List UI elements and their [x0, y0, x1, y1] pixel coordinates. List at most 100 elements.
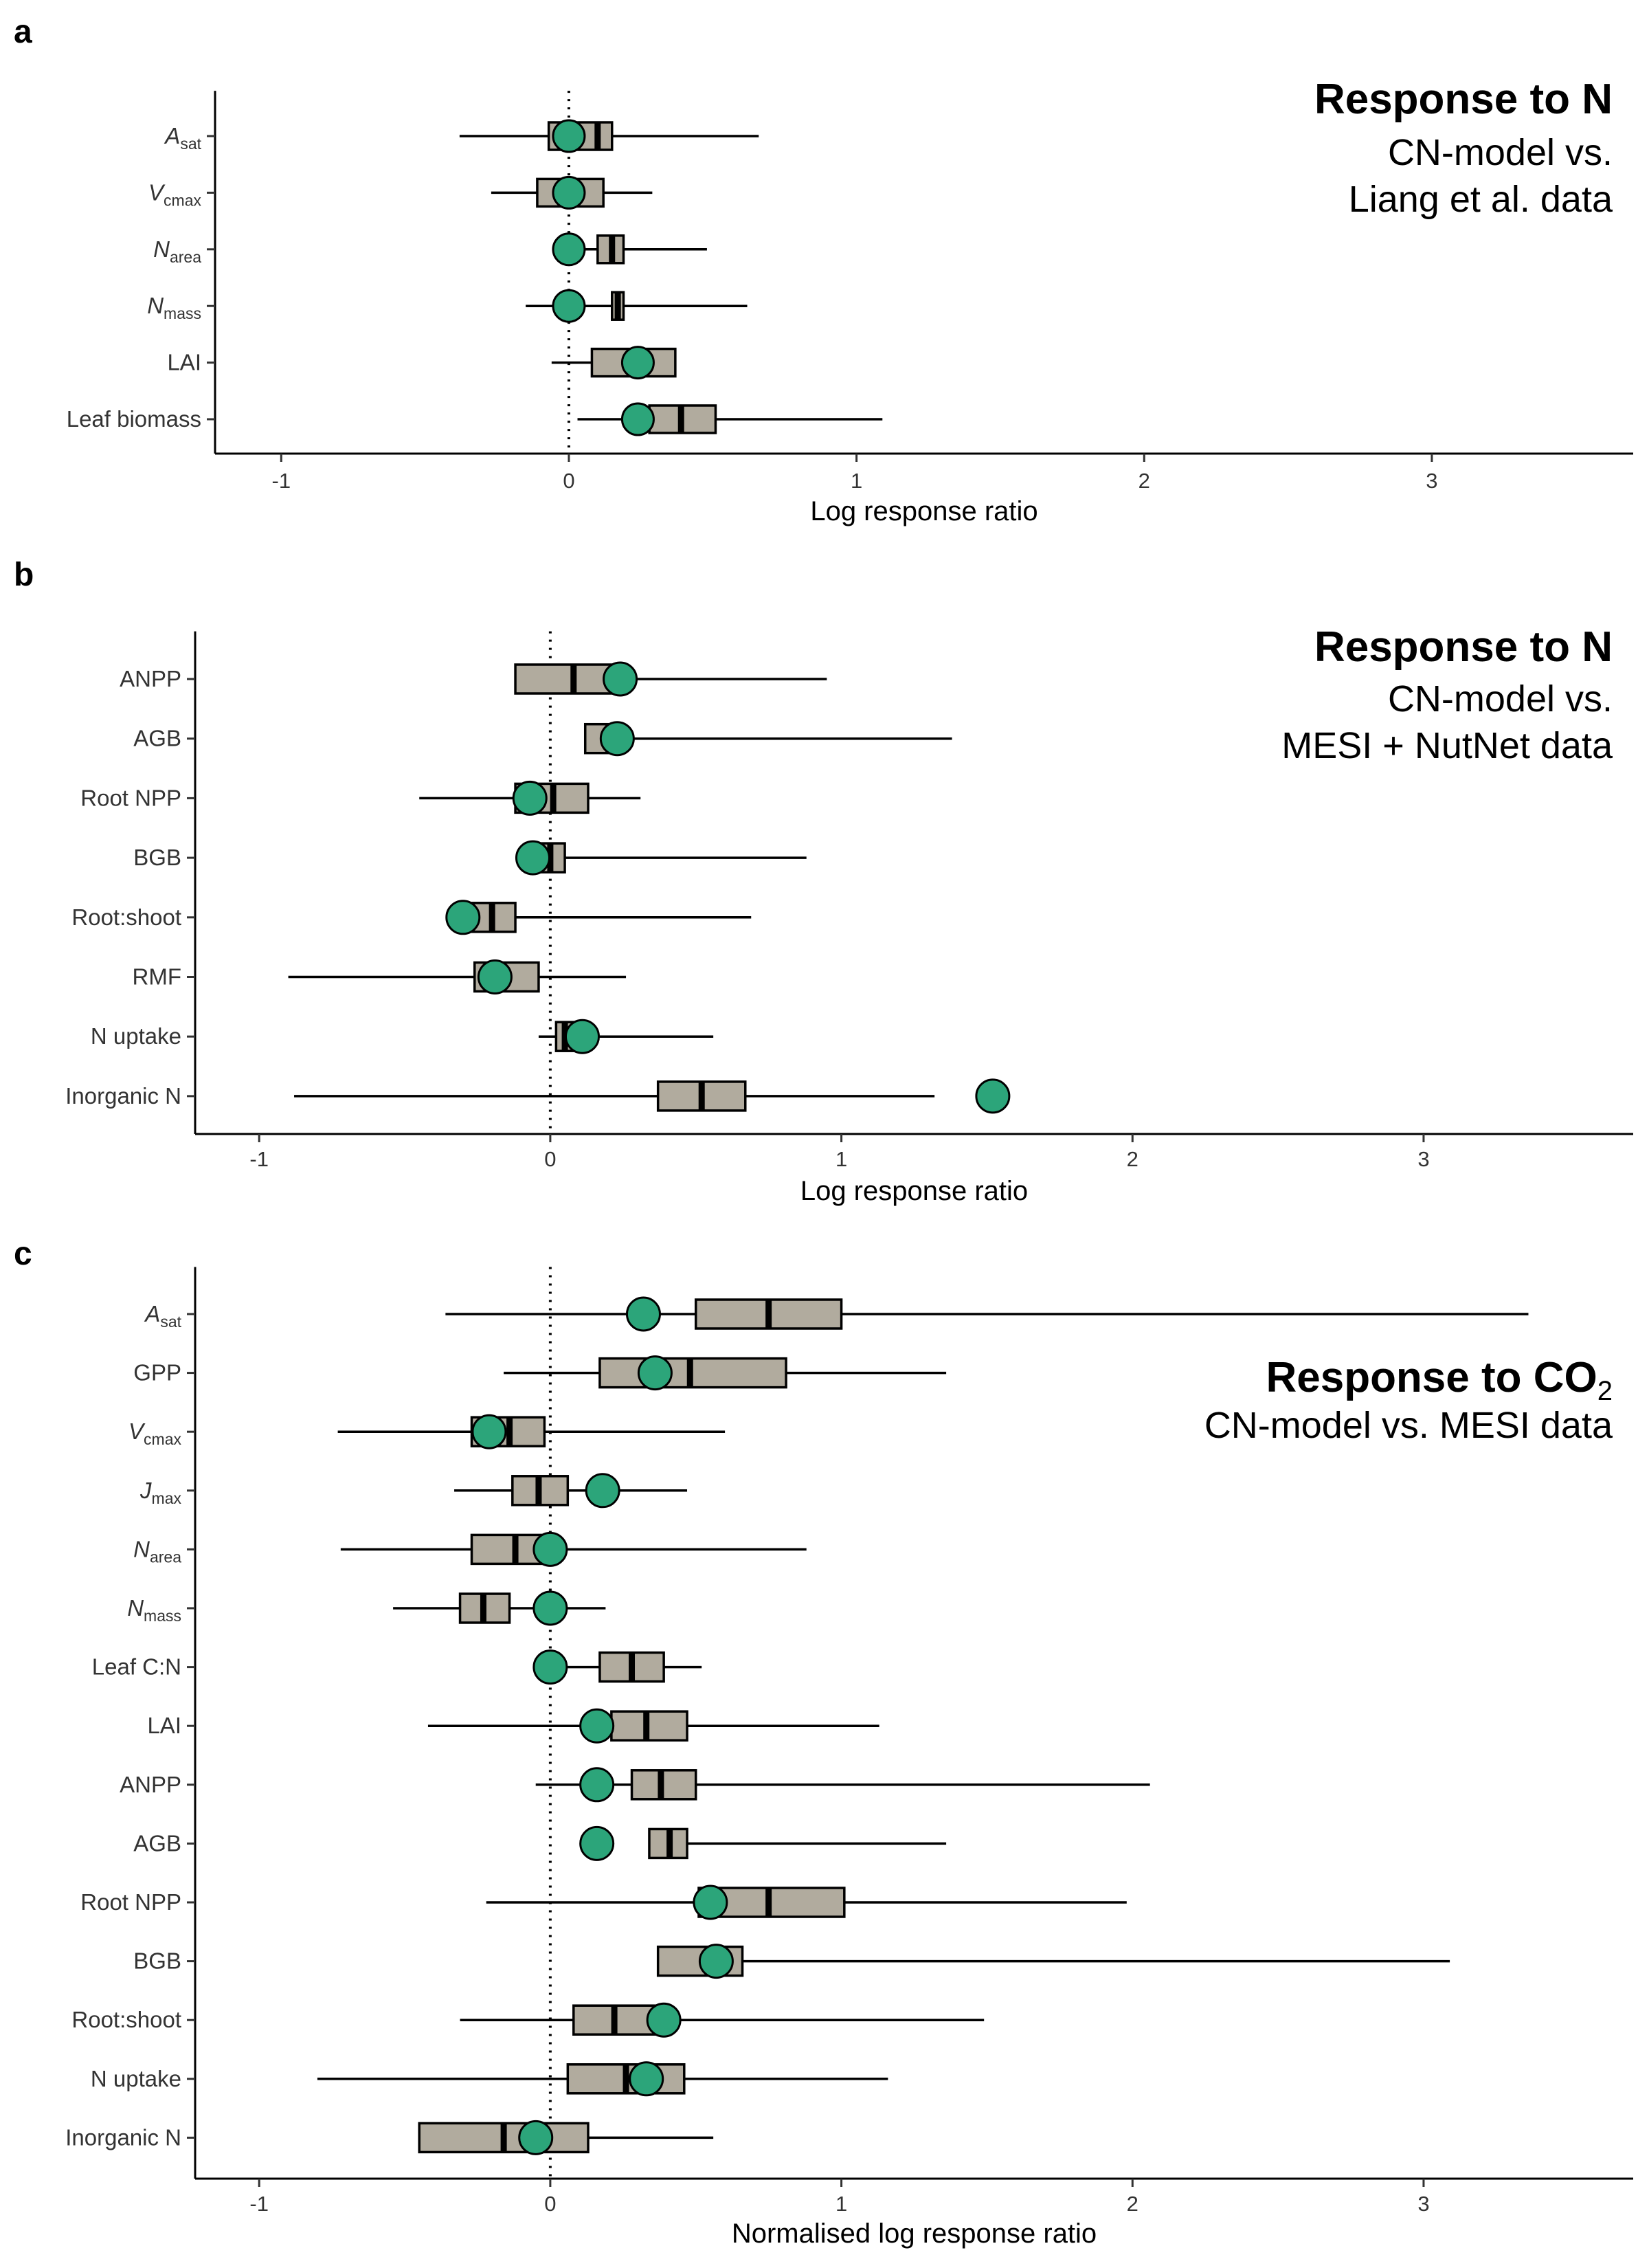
model-point: [445, 900, 481, 935]
y-tick-label-main: LAI: [167, 350, 201, 375]
y-tick-label: Inorganic N: [65, 2124, 181, 2150]
y-tick-label: Narea: [153, 236, 201, 266]
y-tick-label: RMF: [133, 964, 181, 990]
model-point: [552, 232, 586, 267]
category-row: Narea: [133, 1531, 807, 1567]
model-point: [579, 1708, 615, 1744]
x-tick-label: -1: [249, 1147, 269, 1171]
y-tick-label: Narea: [133, 1536, 181, 1566]
y-tick-label-main: Inorganic N: [65, 2124, 181, 2150]
model-point: [515, 840, 550, 876]
y-tick-label-main: V: [148, 179, 166, 205]
y-tick-label-main: ANPP: [120, 666, 181, 691]
x-tick-label: 2: [1127, 1147, 1138, 1171]
y-tick-label-main: ANPP: [120, 1772, 181, 1797]
panel-title-subscript: 2: [1597, 1376, 1613, 1406]
model-point: [637, 1355, 673, 1391]
category-row: Vcmax: [128, 1414, 726, 1449]
x-tick-label: 0: [544, 1147, 556, 1171]
category-row: BGB: [133, 840, 807, 876]
y-tick-label-main: N: [153, 236, 170, 262]
y-tick-label-main: Root NPP: [80, 785, 181, 810]
category-row: Root:shoot: [71, 900, 752, 935]
category-row: Asat: [144, 1296, 1529, 1332]
category-row: Leaf biomass: [67, 402, 883, 436]
y-tick-label: Asat: [144, 1301, 181, 1331]
y-tick-label-main: N uptake: [91, 2066, 181, 2091]
category-row: Nmass: [127, 1590, 606, 1626]
model-point: [579, 1825, 615, 1861]
y-tick-label: BGB: [133, 1948, 181, 1974]
model-point: [512, 780, 548, 816]
y-tick-label-main: A: [144, 1301, 160, 1326]
y-tick-label-subscript: mass: [164, 304, 201, 322]
panel-title: Response to CO2: [1266, 1354, 1613, 1406]
y-tick-label-main: Leaf C:N: [92, 1654, 181, 1680]
y-tick-label: Root:shoot: [71, 2007, 181, 2032]
y-tick-label-main: N: [127, 1595, 144, 1621]
category-row: Root:shoot: [71, 2002, 985, 2038]
model-point: [625, 1296, 661, 1332]
x-tick-label: -1: [249, 2192, 269, 2216]
x-tick-label: 3: [1417, 2192, 1429, 2216]
y-tick-label-subscript: area: [170, 248, 201, 266]
model-point: [646, 2002, 682, 2038]
model-point: [471, 1414, 507, 1449]
y-tick-label-subscript: sat: [180, 135, 201, 153]
model-point: [579, 1767, 615, 1803]
category-row: Inorganic N: [65, 1078, 1011, 1114]
y-tick-label: Nmass: [147, 293, 201, 322]
y-tick-label-main: AGB: [133, 1830, 181, 1856]
y-tick-label-main: Root:shoot: [71, 2007, 181, 2032]
y-tick-label: Jmax: [139, 1478, 181, 1507]
y-tick-label-main: LAI: [147, 1713, 181, 1738]
model-point: [629, 2061, 664, 2097]
y-tick-label-main: BGB: [133, 1948, 181, 1974]
y-tick-label-main: V: [128, 1419, 146, 1444]
category-row: LAI: [167, 346, 677, 380]
y-tick-label: AGB: [133, 726, 181, 751]
y-tick-label: Leaf biomass: [67, 406, 201, 432]
category-row: Root NPP: [80, 1885, 1127, 1920]
y-tick-label-main: A: [164, 123, 180, 148]
y-tick-label-main: AGB: [133, 726, 181, 751]
y-tick-label-subscript: mass: [144, 1607, 181, 1625]
model-point: [693, 1885, 728, 1920]
category-row: Vcmax: [148, 175, 653, 210]
y-tick-label: LAI: [147, 1713, 181, 1738]
x-tick-label: 1: [851, 469, 862, 493]
x-tick-label: 3: [1417, 1147, 1429, 1171]
category-row: Jmax: [139, 1473, 688, 1509]
panel-c: c -1 0 1 2 3 Normalised log response ratio Asat…: [14, 1236, 1633, 2249]
model-point: [552, 175, 586, 210]
model-point: [477, 959, 513, 994]
y-tick-label-subscript: cmax: [144, 1430, 181, 1448]
y-tick-label-main: Root:shoot: [71, 904, 181, 930]
y-tick-label-main: N: [147, 293, 164, 318]
category-row: Inorganic N: [65, 2120, 714, 2155]
y-tick-label-main: RMF: [133, 964, 181, 990]
category-row: ANPP: [120, 661, 827, 697]
category-row: AGB: [133, 721, 952, 757]
x-tick-label: 3: [1426, 469, 1437, 493]
category-row: Asat: [164, 119, 759, 153]
category-row: N uptake: [91, 1019, 714, 1054]
model-point: [599, 721, 635, 757]
y-tick-label: GPP: [133, 1360, 181, 1386]
model-point: [620, 346, 655, 380]
y-tick-label-main: GPP: [133, 1360, 181, 1386]
model-point: [552, 289, 586, 323]
category-row: LAI: [147, 1708, 879, 1744]
x-tick-label: -1: [272, 469, 291, 493]
category-row: ANPP: [120, 1767, 1150, 1803]
y-tick-label: Inorganic N: [65, 1083, 181, 1109]
panel-subtitle-line: CN-model vs.: [1388, 132, 1613, 173]
model-point: [975, 1078, 1011, 1114]
model-point: [565, 1019, 600, 1054]
y-tick-label-subscript: cmax: [164, 191, 201, 209]
y-tick-label-main: Inorganic N: [65, 1083, 181, 1109]
panel-subtitle-line: CN-model vs. MESI data: [1204, 1405, 1613, 1446]
panel-subtitle-line: CN-model vs.: [1388, 678, 1613, 720]
